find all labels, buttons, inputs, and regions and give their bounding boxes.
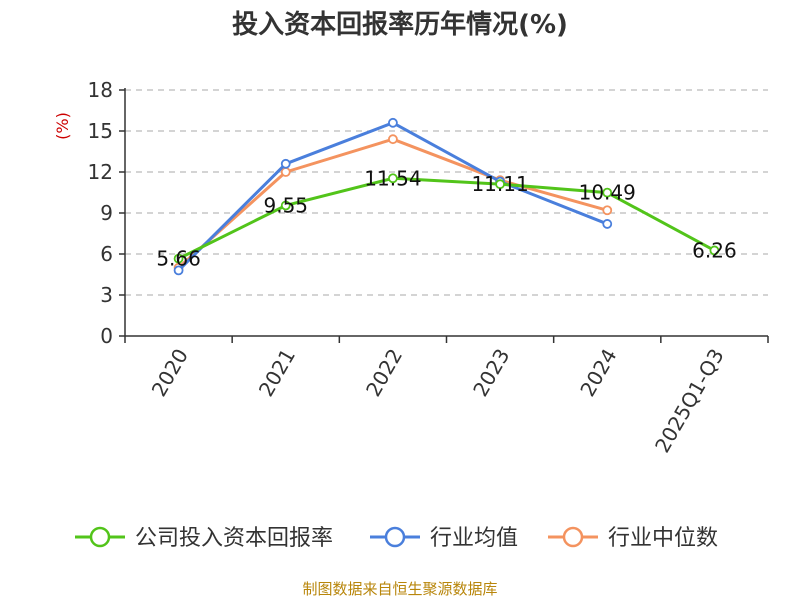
x-tick-label: 2020: [147, 345, 193, 401]
axes: [119, 88, 769, 343]
legend: 公司投入资本回报率 行业均值 行业中位数: [75, 526, 718, 551]
y-tick-label: 0: [100, 324, 113, 348]
data-label: 9.55: [263, 193, 308, 217]
data-point: [280, 200, 291, 211]
y-tick-label: 9: [100, 201, 113, 225]
data-point: [173, 253, 184, 264]
x-tick-labels: 2020 2021 2022 2023 2024 2025Q1-Q3: [147, 345, 729, 457]
series-line-1: [177, 121, 608, 272]
x-tick-label: 2021: [254, 345, 300, 401]
data-point: [709, 245, 720, 256]
data-label: 11.11: [471, 172, 528, 196]
legend-marker: [89, 526, 111, 548]
source-note: 制图数据来自恒生聚源数据库: [302, 580, 497, 598]
y-tick-label: 15: [88, 119, 113, 143]
data-label: 10.49: [579, 181, 636, 205]
legend-marker: [384, 526, 406, 548]
x-tick-label: 2025Q1-Q3: [650, 345, 729, 457]
grid-lines: [125, 89, 768, 296]
data-point: [602, 187, 613, 198]
data-label: 5.66: [156, 247, 201, 271]
x-tick-label: 2023: [468, 345, 514, 401]
series-line-0: [177, 176, 716, 260]
data-point: [388, 117, 398, 128]
legend-marker: [562, 526, 584, 548]
data-point: [388, 173, 398, 184]
y-tick-label: 12: [88, 160, 113, 184]
data-labels: 5.66 9.55 11.54 11.11 10.49 6.26: [156, 166, 736, 270]
data-point: [602, 205, 613, 216]
y-tick-label: 6: [100, 242, 113, 266]
y-tick-labels: 0 3 6 9 12 15 18: [88, 78, 113, 348]
legend-label: 行业均值: [430, 526, 518, 551]
data-point: [173, 265, 184, 276]
data-point: [388, 134, 398, 145]
series-lines: [173, 117, 720, 276]
data-label: 6.26: [692, 238, 737, 262]
y-tick-label: 3: [100, 283, 113, 307]
legend-label: 公司投入资本回报率: [135, 526, 333, 551]
data-point: [495, 179, 505, 190]
x-tick-label: 2022: [361, 345, 407, 401]
x-tick-label: 2024: [575, 345, 621, 401]
data-point: [602, 219, 613, 229]
series-line-2: [177, 137, 608, 269]
data-label: 11.54: [364, 166, 421, 190]
y-tick-label: 18: [88, 78, 113, 102]
data-point: [280, 167, 291, 177]
data-point: [280, 158, 291, 169]
legend-label: 行业中位数: [608, 526, 718, 551]
chart-title: 投入资本回报率历年情况(%): [232, 9, 568, 40]
y-axis-unit: (%): [53, 112, 72, 140]
